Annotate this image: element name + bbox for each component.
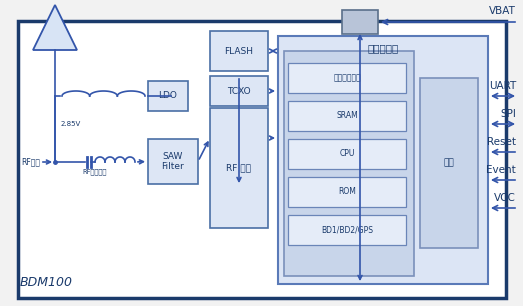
- Text: 数字中频滤波: 数字中频滤波: [333, 73, 361, 83]
- Bar: [288, 63, 406, 93]
- Text: TCXO: TCXO: [227, 87, 251, 95]
- Bar: [210, 31, 268, 71]
- Bar: [288, 139, 406, 169]
- Text: Reset: Reset: [487, 137, 516, 147]
- Text: BD1/BD2/GPS: BD1/BD2/GPS: [321, 226, 373, 234]
- Text: BDM100: BDM100: [19, 275, 73, 289]
- Bar: [284, 51, 414, 276]
- Text: RF 前端: RF 前端: [226, 163, 252, 173]
- Text: 接口: 接口: [444, 159, 454, 167]
- Text: 基带处理器: 基带处理器: [367, 43, 399, 53]
- Text: SRAM: SRAM: [336, 111, 358, 121]
- Bar: [420, 78, 478, 248]
- Bar: [148, 81, 188, 111]
- Text: ROM: ROM: [338, 188, 356, 196]
- Bar: [288, 215, 406, 245]
- Bar: [288, 177, 406, 207]
- Text: RF输入匹配: RF输入匹配: [83, 169, 107, 175]
- Bar: [210, 108, 268, 228]
- Bar: [288, 101, 406, 131]
- Text: VCC: VCC: [494, 193, 516, 203]
- Text: RF输入: RF输入: [21, 158, 40, 166]
- Text: SPI: SPI: [500, 109, 516, 119]
- Text: LDO: LDO: [158, 91, 177, 100]
- Text: 2.85V: 2.85V: [61, 121, 81, 127]
- Bar: [278, 36, 488, 284]
- Text: CPU: CPU: [339, 150, 355, 159]
- Text: FLASH: FLASH: [224, 47, 254, 55]
- Bar: [210, 76, 268, 106]
- Text: VBAT: VBAT: [489, 6, 516, 16]
- Bar: [342, 10, 378, 34]
- Polygon shape: [33, 5, 77, 50]
- Text: UART: UART: [489, 81, 516, 91]
- Text: SAW
Filter: SAW Filter: [162, 152, 185, 171]
- Bar: [148, 139, 198, 184]
- Text: Event: Event: [486, 165, 516, 175]
